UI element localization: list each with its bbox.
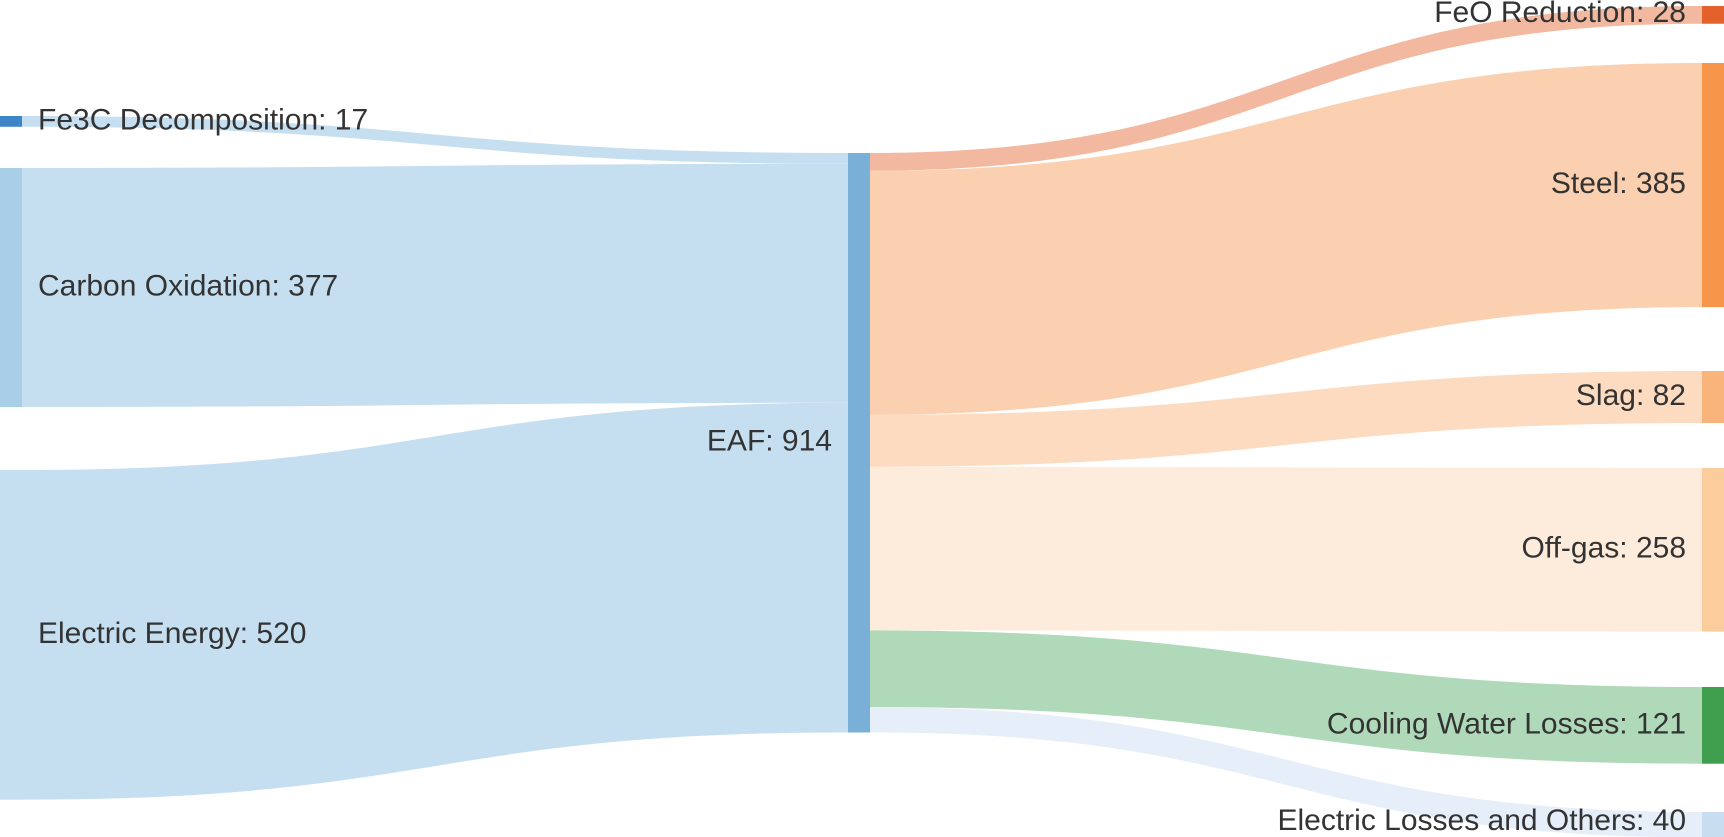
node-electric	[0, 470, 22, 800]
label-steel: Steel: 385	[1551, 167, 1686, 200]
link-electric-eaf	[22, 402, 848, 800]
label-fe3c: Fe3C Decomposition: 17	[38, 103, 368, 136]
label-offgas: Off-gas: 258	[1521, 532, 1686, 565]
link-eaf-offgas	[870, 466, 1702, 632]
label-carbon: Carbon Oxidation: 377	[38, 269, 338, 302]
link-fe3c-eaf	[22, 116, 848, 164]
node-feo	[1702, 6, 1724, 24]
link-eaf-feo	[870, 6, 1702, 171]
node-offgas	[1702, 468, 1724, 632]
sankey-labels: Fe3C Decomposition: 17 Carbon Oxidation: …	[38, 0, 1686, 837]
link-eaf-steel	[870, 63, 1702, 415]
label-elosses: Electric Losses and Others: 40	[1277, 804, 1686, 837]
link-eaf-elosses	[870, 707, 1702, 837]
label-feo: FeO Reduction: 28	[1434, 0, 1686, 29]
node-elosses	[1702, 812, 1724, 837]
label-slag: Slag: 82	[1576, 379, 1686, 412]
label-electric: Electric Energy: 520	[38, 617, 306, 650]
link-eaf-slag	[870, 371, 1702, 467]
sankey-nodes	[0, 6, 1724, 837]
node-slag	[1702, 371, 1724, 423]
node-cooling	[1702, 687, 1724, 764]
node-carbon	[0, 168, 22, 408]
label-cooling: Cooling Water Losses: 121	[1327, 707, 1686, 740]
node-fe3c	[0, 116, 22, 127]
node-steel	[1702, 63, 1724, 308]
sankey-links	[22, 6, 1702, 837]
link-eaf-cooling	[870, 630, 1702, 764]
node-eaf	[848, 153, 870, 733]
label-eaf: EAF: 914	[707, 425, 832, 458]
link-carbon-eaf	[22, 163, 848, 408]
